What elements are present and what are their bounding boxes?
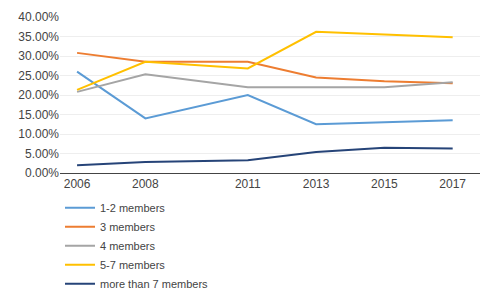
svg-text:more than 7 members: more than 7 members — [100, 278, 208, 290]
svg-text:5.00%: 5.00% — [25, 147, 59, 161]
svg-text:5-7 members: 5-7 members — [100, 259, 165, 271]
svg-text:4 members: 4 members — [100, 240, 156, 252]
svg-text:2006: 2006 — [64, 177, 91, 191]
svg-text:1-2 members: 1-2 members — [100, 202, 165, 214]
svg-text:35.00%: 35.00% — [18, 30, 59, 44]
svg-text:10.00%: 10.00% — [18, 127, 59, 141]
svg-text:40.00%: 40.00% — [18, 10, 59, 24]
svg-text:2017: 2017 — [439, 177, 466, 191]
svg-text:20.00%: 20.00% — [18, 88, 59, 102]
svg-text:2008: 2008 — [132, 177, 159, 191]
svg-text:2015: 2015 — [371, 177, 398, 191]
svg-text:30.00%: 30.00% — [18, 49, 59, 63]
svg-text:25.00%: 25.00% — [18, 69, 59, 83]
svg-text:2011: 2011 — [235, 177, 261, 191]
svg-text:2013: 2013 — [303, 177, 330, 191]
svg-text:3 members: 3 members — [100, 221, 156, 233]
svg-text:0.00%: 0.00% — [25, 166, 59, 180]
svg-text:15.00%: 15.00% — [18, 108, 59, 122]
